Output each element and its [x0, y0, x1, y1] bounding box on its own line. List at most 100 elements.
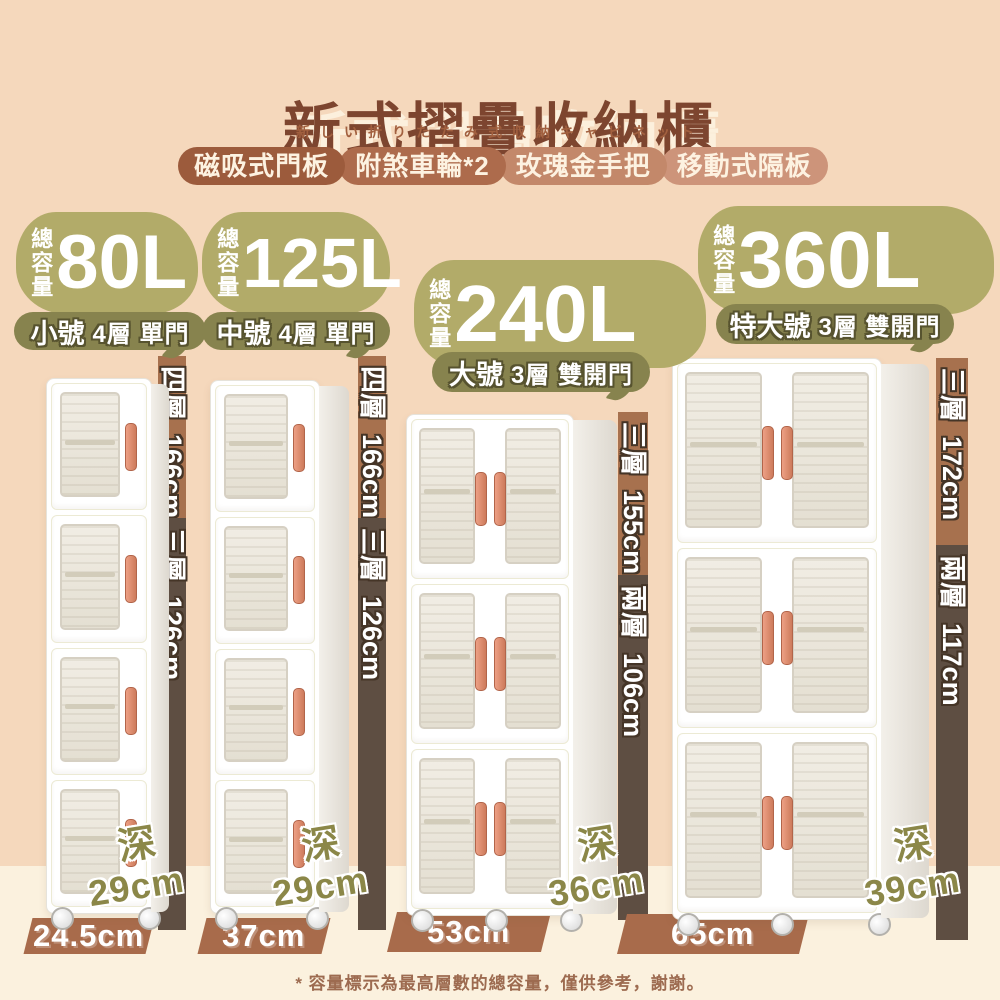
- door-window: [419, 758, 475, 894]
- cabinet-unit: [51, 515, 147, 643]
- height-label: 兩層: [618, 585, 648, 639]
- cabinet-unit: [215, 516, 315, 644]
- door-handle: [494, 802, 506, 856]
- depth-label: 深 29cm: [86, 819, 193, 915]
- depth-label: 深 39cm: [862, 819, 969, 915]
- door-handle: [762, 796, 774, 850]
- height-ribbon: 三層 155cm 兩層 106cm: [618, 412, 648, 920]
- door-handle: [293, 556, 305, 605]
- cabinet-units: [51, 383, 147, 907]
- spec-config: 3層 雙開門: [818, 313, 941, 341]
- cabinet-240l: [406, 414, 617, 932]
- feature-badge: 移動式隔板: [660, 147, 828, 185]
- height-segment-lower: 三層 126cm: [357, 518, 387, 930]
- height-label: 三層: [618, 422, 648, 476]
- door-handle: [475, 802, 487, 856]
- capacity-prefix: 總容量: [710, 224, 736, 296]
- height-segment-lower: 兩層 106cm: [618, 575, 648, 920]
- subtitle-japanese: 新しい折りたたみ式収納キャビネット: [296, 124, 704, 140]
- door-handle: [293, 424, 305, 473]
- door-window: [505, 428, 561, 564]
- door-window: [419, 428, 475, 564]
- capacity-value: 240L: [454, 269, 637, 358]
- caster-wheel: [770, 913, 794, 936]
- cabinet-unit: [51, 779, 147, 907]
- caster-wheel: [677, 913, 700, 936]
- spec-size: 小號: [30, 318, 85, 349]
- caster-wheel: [306, 907, 329, 930]
- cabinet-125l: [210, 380, 349, 930]
- capacity-label-80l: 總容量 80L: [16, 212, 198, 314]
- height-label: 三層: [357, 528, 387, 582]
- door-window: [505, 593, 561, 729]
- height-segment-upper: 四層 166cm: [357, 356, 387, 519]
- door-window: [224, 789, 288, 894]
- door-window: [792, 742, 869, 898]
- capacity-label-125l: 總容量 125L: [202, 212, 402, 314]
- feature-badge: 玫瑰金手把: [499, 147, 667, 185]
- door-window: [60, 392, 120, 498]
- height-value: 155cm: [618, 490, 648, 575]
- door-handle: [762, 611, 774, 665]
- capacity-label-360l: 總容量 360L: [698, 206, 994, 314]
- cabinet-unit: [411, 584, 569, 744]
- height-ribbon: 三層 172cm 兩層 117cm: [936, 358, 968, 940]
- spec-size: 中號: [216, 318, 271, 349]
- caster-wheel: [485, 909, 509, 932]
- door-window: [224, 394, 288, 499]
- spec-config: 3層 雙開門: [510, 361, 633, 389]
- door-handle: [293, 687, 305, 736]
- capacity-prefix: 總容量: [214, 227, 240, 299]
- cabinet-80l: [46, 378, 169, 930]
- capacity-prefix: 總容量: [28, 227, 54, 299]
- cabinet-360l: [672, 358, 929, 936]
- door-window: [60, 788, 120, 894]
- door-handle: [494, 472, 506, 526]
- cabinet-unit: [215, 780, 315, 907]
- feature-badge: 附煞車輪*2: [339, 147, 506, 185]
- cabinet-unit: [411, 749, 569, 909]
- footnote: * 容量標示為最高層數的總容量，僅供參考，謝謝。: [295, 974, 705, 993]
- door-handle: [781, 796, 793, 850]
- caster-wheel: [138, 907, 161, 930]
- spec-size: 大號: [448, 359, 503, 390]
- depth-label: 深 36cm: [546, 819, 653, 915]
- door-window: [419, 593, 475, 729]
- width-bar: 24.5cm: [23, 918, 155, 954]
- spec-config: 4層 單門: [92, 320, 190, 348]
- depth-label: 深 29cm: [270, 819, 377, 915]
- door-handle: [125, 422, 137, 471]
- caster-wheel: [411, 909, 434, 932]
- cabinet-units: [677, 363, 877, 913]
- height-segment-upper: 三層 172cm: [936, 358, 968, 545]
- height-value: 106cm: [618, 653, 648, 738]
- door-window: [685, 742, 762, 898]
- door-handle: [475, 472, 487, 526]
- cabinet-unit: [51, 383, 147, 511]
- spec-pill-extra-large: 特大號 3層 雙開門: [716, 304, 954, 344]
- door-handle: [762, 426, 774, 480]
- cabinet-unit: [411, 419, 569, 579]
- capacity-value: 125L: [242, 224, 402, 302]
- caster-wheel: [868, 913, 891, 936]
- door-window: [60, 524, 120, 630]
- height-label: 三層: [937, 368, 967, 422]
- cabinet-unit: [215, 385, 315, 512]
- capacity-prefix: 總容量: [426, 278, 452, 350]
- cabinet-unit: [677, 548, 877, 728]
- spec-pill-small: 小號 4層 單門: [14, 312, 206, 350]
- door-handle: [475, 637, 487, 691]
- spec-pill-medium: 中號 4層 單門: [202, 312, 390, 350]
- door-handle: [494, 637, 506, 691]
- door-window: [792, 372, 869, 528]
- door-handle: [125, 819, 137, 868]
- caster-wheel: [215, 907, 238, 930]
- door-window: [792, 557, 869, 713]
- door-window: [60, 656, 120, 762]
- height-value: 166cm: [357, 434, 387, 519]
- cabinet-unit: [51, 647, 147, 775]
- door-handle: [125, 687, 137, 736]
- door-window: [224, 657, 288, 763]
- width-value: 24.5cm: [33, 918, 145, 953]
